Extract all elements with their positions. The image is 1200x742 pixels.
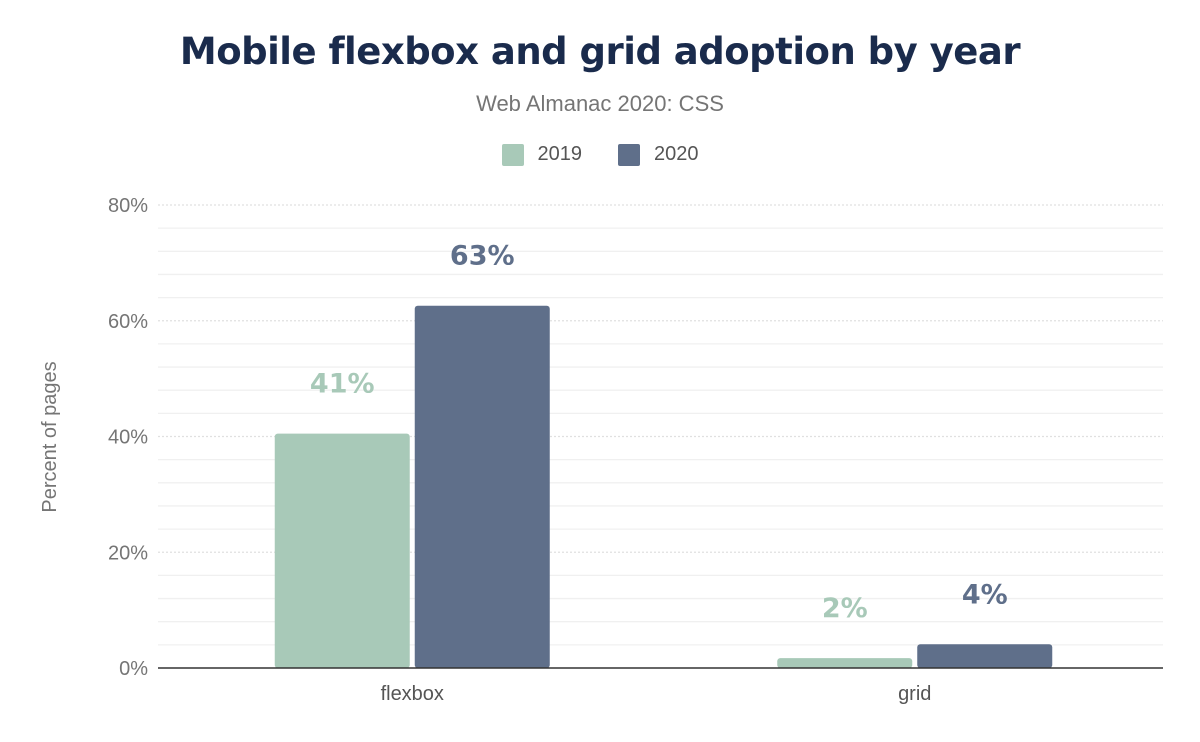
- bar-2020-grid: [917, 644, 1053, 668]
- chart-title: Mobile flexbox and grid adoption by year: [179, 30, 1021, 73]
- y-tick-label: 60%: [108, 311, 148, 333]
- y-tick-label: 40%: [108, 427, 148, 449]
- x-tick-label: grid: [898, 683, 931, 705]
- data-label: 63%: [450, 241, 515, 272]
- x-tick-label: flexbox: [381, 683, 444, 705]
- bar-2020-flexbox: [414, 305, 550, 668]
- legend-swatch-2019: [501, 143, 524, 166]
- chart-subtitle: Web Almanac 2020: CSS: [476, 91, 724, 116]
- legend-label: 2020: [654, 143, 699, 165]
- legend-label: 2019: [537, 143, 583, 165]
- bar-2019-grid: [777, 658, 913, 668]
- y-tick-label: 20%: [108, 542, 148, 564]
- data-label: 2%: [822, 593, 868, 624]
- y-tick-label: 0%: [119, 658, 148, 680]
- legend-item-2019[interactable]: 2019: [501, 143, 583, 166]
- y-tick-label: 80%: [108, 195, 148, 217]
- legend-item-2020[interactable]: 2020: [618, 143, 699, 166]
- legend: 2019 2020: [0, 143, 1200, 166]
- data-label: 41%: [310, 369, 375, 400]
- bar-2019-flexbox: [274, 433, 410, 668]
- legend-swatch-2020: [618, 143, 640, 166]
- data-label: 4%: [962, 579, 1008, 610]
- y-axis-label: Percent of pages: [39, 361, 61, 512]
